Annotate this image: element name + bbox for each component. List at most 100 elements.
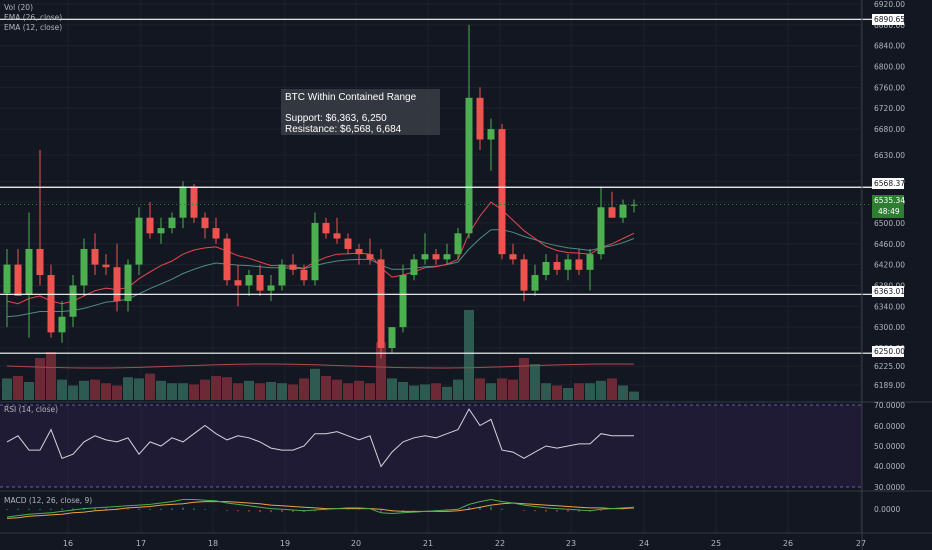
annotation-box[interactable]: BTC Within Contained Range Support: $6,3… — [281, 89, 440, 135]
volume-bar — [123, 377, 133, 400]
volume-bar — [629, 391, 639, 400]
candle-body — [300, 269, 308, 281]
volume-bar — [310, 368, 320, 400]
candle-body — [256, 275, 264, 291]
price-tag-6890: 6890.65 — [872, 14, 905, 25]
volume-bar — [68, 385, 78, 400]
legend-macd[interactable]: MACD (12, 26, close, 9) — [4, 496, 92, 505]
candle-body — [245, 275, 253, 286]
candle-body — [58, 316, 66, 333]
candle-body — [47, 275, 55, 333]
volume-bar — [552, 385, 562, 400]
volume-bar — [618, 385, 628, 400]
volume-bar — [475, 378, 485, 400]
candle-body — [344, 238, 352, 249]
volume-bar — [13, 376, 23, 400]
volume-bar — [255, 383, 265, 400]
rsi-tick-60: 60.0000 — [874, 422, 905, 431]
volume-bar — [222, 377, 232, 400]
rsi-tick-40: 40.0000 — [874, 462, 905, 471]
annotation-resistance: Resistance: $6,568, 6,684 — [285, 124, 402, 135]
macd-tick-0: 0.0000 — [874, 505, 900, 514]
price-tag-6568: 6568.37 — [872, 178, 905, 189]
volume-ma-line — [6, 363, 635, 369]
rsi-tick-70: 70.0000 — [874, 401, 905, 410]
volume-bar — [156, 380, 166, 400]
volume-bar — [365, 383, 375, 400]
candle-body — [476, 97, 484, 140]
volume-bar — [453, 379, 463, 400]
candle-body — [487, 129, 495, 140]
price-tick-label: 6225.00 — [874, 362, 905, 371]
candle-body — [597, 207, 605, 255]
price-tick-label: 6720.00 — [874, 104, 905, 113]
legend-ema26[interactable]: EMA (26, close) — [4, 13, 62, 22]
ema-lines — [6, 201, 635, 318]
volume-bar — [277, 383, 287, 400]
volume-bar — [167, 383, 177, 400]
volume-bar — [211, 376, 221, 400]
ema12-line — [6, 201, 635, 305]
time-tick-label: 16 — [63, 539, 73, 548]
candle-body — [234, 280, 242, 286]
candle-body — [190, 186, 198, 218]
price-tick-label: 6340.00 — [874, 302, 905, 311]
time-tick-label: 17 — [136, 539, 146, 548]
annotation-title: BTC Within Contained Range — [285, 92, 417, 103]
candle-body — [223, 238, 231, 281]
price-tick-label: 6880.00 — [874, 21, 905, 30]
time-tick-label: 19 — [280, 539, 290, 548]
time-tick-label: 18 — [208, 539, 218, 548]
candle-body — [542, 261, 550, 276]
candle-body — [3, 264, 11, 294]
volume-bar — [233, 383, 243, 400]
legend-rsi[interactable]: RSI (14, close) — [4, 405, 58, 414]
volume-bar — [46, 352, 56, 400]
candle-body — [102, 264, 110, 268]
candle-body — [608, 207, 616, 218]
time-axis[interactable]: 16 17 18 19 20 21 22 23 24 25 26 27 — [63, 539, 866, 548]
candle-body — [443, 254, 451, 260]
price-tag-6890-text: 6890.65 — [874, 15, 905, 24]
candle-body — [509, 254, 517, 260]
rsi-path — [6, 408, 634, 468]
volume-bar — [35, 358, 45, 400]
candle-body — [619, 204, 627, 218]
volume-bar — [387, 378, 397, 400]
candle-body — [399, 275, 407, 328]
price-tick-label: 6500.00 — [874, 219, 905, 228]
price-tick-label: 6380.00 — [874, 281, 905, 290]
candle-body — [454, 233, 462, 255]
price-tag-6250-text: 6250.00 — [874, 347, 905, 356]
candle-body — [498, 129, 506, 255]
volume-bar — [178, 383, 188, 400]
ema26-line — [6, 229, 635, 318]
candle-body — [322, 222, 330, 234]
volume-bar — [332, 379, 342, 400]
volume-bar — [90, 379, 100, 400]
signal-line — [6, 501, 635, 519]
annotation-support: Support: $6,363, 6,250 — [285, 113, 387, 124]
time-tick-label: 22 — [495, 539, 505, 548]
volume-bar — [574, 383, 584, 400]
time-tick-label: 25 — [711, 539, 721, 548]
candle-body — [377, 259, 385, 348]
legend-vol[interactable]: Vol (20) — [4, 3, 33, 12]
time-tick-label: 26 — [783, 539, 793, 548]
candle-body — [124, 264, 132, 302]
volume-bar — [376, 342, 386, 400]
volume-bar — [409, 385, 419, 400]
price-tick-label: 6460.00 — [874, 240, 905, 249]
candle-body — [212, 228, 220, 239]
time-tick-label: 27 — [856, 539, 866, 548]
price-tick-label: 6630.00 — [874, 151, 905, 160]
legend-ema12[interactable]: EMA (12, close) — [4, 23, 62, 32]
candle-body — [520, 259, 528, 291]
candle-body — [25, 248, 33, 295]
candle-body — [14, 264, 22, 296]
candlesticks — [3, 24, 638, 359]
volume-bar — [354, 380, 364, 400]
candle-body — [575, 259, 583, 270]
volume-bar — [288, 384, 298, 400]
